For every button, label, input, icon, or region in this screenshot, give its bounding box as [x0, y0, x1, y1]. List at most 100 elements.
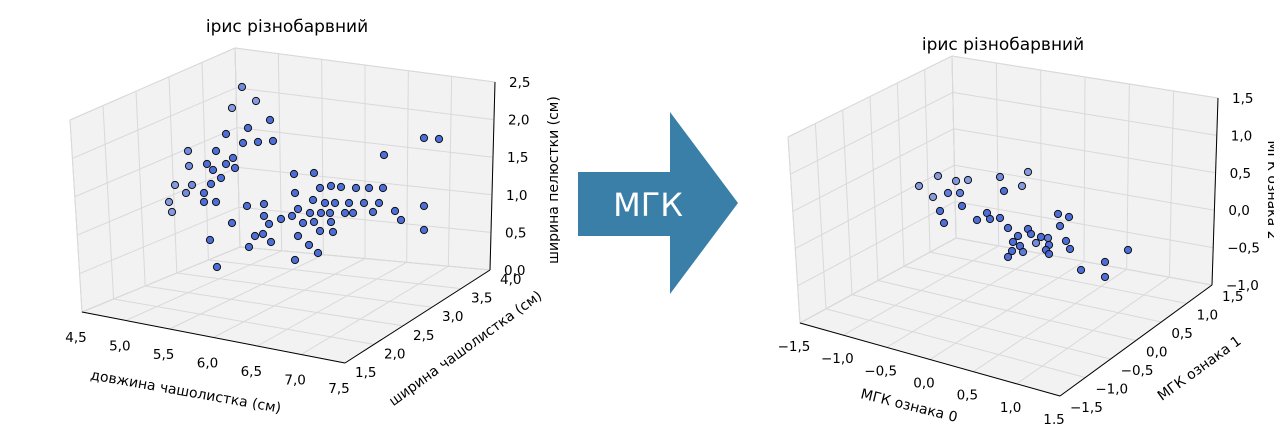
grid-line — [77, 166, 239, 236]
scatter-point — [244, 242, 254, 252]
y-tick-label: 2,5 — [413, 328, 434, 344]
z-tick-label: 0,5 — [1230, 166, 1251, 182]
y-tick-label: 0,0 — [1146, 345, 1167, 361]
scatter-point — [963, 175, 973, 185]
scatter-point — [1076, 265, 1086, 275]
grid-line — [69, 119, 83, 313]
scatter-point — [212, 262, 222, 272]
left-x-axis-line — [81, 311, 346, 364]
grid-line — [406, 70, 409, 263]
y-tick-label: 3,0 — [442, 309, 463, 325]
scatter-point — [287, 211, 297, 221]
left-tick-labels: 4,55,05,56,06,57,07,51,52,02,53,03,54,00… — [65, 75, 530, 397]
grid-line — [236, 127, 494, 158]
scatter-point — [199, 188, 209, 198]
scatter-point — [181, 188, 191, 198]
scatter-point — [290, 188, 300, 198]
scatter-point — [378, 183, 388, 193]
grid-line — [842, 109, 853, 295]
scatter-point — [419, 225, 429, 235]
grid-line — [237, 166, 493, 196]
grid-line — [903, 265, 1162, 323]
scatter-point — [298, 218, 308, 228]
grid-line — [851, 294, 1111, 360]
y-tick-label: 3,5 — [471, 291, 492, 307]
right-z-axis-line — [1211, 97, 1219, 286]
scatter-point — [221, 159, 231, 169]
scatter-point — [293, 204, 303, 214]
scatter-point — [955, 188, 965, 198]
scatter-point — [943, 188, 953, 198]
scatter-point — [183, 146, 193, 156]
grid-line — [790, 91, 954, 175]
scatter-point — [1003, 252, 1013, 262]
right-3d-scatter-plot: ірис різнобарвний −1,5−1,0−0,50,00,51,01… — [778, 35, 1274, 428]
scatter-point — [289, 169, 299, 179]
x-tick-label: 7,0 — [284, 373, 305, 389]
scatter-point — [313, 248, 323, 258]
grid-line — [929, 251, 1187, 304]
right-z-axis-label: МГК ознака 2 — [1264, 140, 1274, 239]
scatter-point — [951, 176, 961, 186]
grid-line — [787, 136, 801, 324]
scatter-point — [1064, 212, 1074, 222]
scatter-point — [328, 227, 338, 237]
grid-line — [125, 250, 282, 321]
grid-line — [1040, 69, 1042, 254]
scatter-point — [309, 168, 319, 178]
scatter-point — [276, 214, 286, 224]
grid-line — [213, 258, 366, 338]
grid-line — [321, 59, 324, 255]
arrow-shape — [578, 112, 738, 294]
scatter-point — [1023, 167, 1033, 177]
scatter-point — [290, 255, 300, 265]
scatter-point — [1007, 246, 1017, 256]
scatter-point — [340, 208, 350, 218]
y-tick-label: 1,5 — [355, 365, 376, 381]
z-tick-label: 0,0 — [1228, 203, 1249, 219]
scatter-point — [933, 171, 943, 181]
scatter-point — [221, 129, 231, 139]
x-tick-label: 1,5 — [1043, 412, 1064, 424]
scatter-point — [1017, 181, 1027, 191]
scatter-point — [368, 207, 378, 217]
scatter-point — [164, 197, 174, 207]
x-tick-label: −1,0 — [821, 351, 854, 367]
x-tick-label: 7,5 — [328, 381, 349, 397]
scatter-point — [939, 218, 949, 228]
scatter-point — [1003, 223, 1013, 233]
scatter-point — [1053, 209, 1063, 219]
right-chart-panel: ірис різнобарвний −1,5 −1,0 −0,5 0,0 0,5 1,0 1… — [760, 0, 1274, 428]
right-x-axis-label: МГК ознака 0 — [859, 386, 959, 424]
x-tick-label: 6,0 — [197, 356, 218, 372]
left-chart-panel: ірис різнобарвний 4,5 5,0 5,5 6,0 6,5 7,0 7,5 1… — [0, 0, 562, 424]
y-tick-label: 2,0 — [384, 346, 405, 362]
x-tick-label: 0,0 — [913, 376, 934, 392]
scatter-point — [995, 213, 1005, 223]
grid-line — [797, 201, 956, 287]
scatter-point — [199, 197, 209, 207]
scatter-point — [304, 240, 314, 250]
y-tick-label: 1,0 — [1197, 308, 1218, 324]
x-tick-label: −1,5 — [778, 339, 811, 355]
y-tick-label: −1,5 — [1070, 400, 1103, 416]
scatter-point — [187, 180, 197, 190]
scatter-point — [914, 181, 924, 191]
scatter-point — [1008, 237, 1018, 247]
grid-line — [447, 76, 453, 267]
z-tick-label: 1,5 — [507, 150, 528, 166]
scatter-point — [1065, 244, 1075, 254]
right-y-axis-line — [1059, 284, 1213, 397]
scatter-point — [325, 208, 335, 218]
scatter-point — [211, 146, 221, 156]
grid-line — [234, 47, 496, 83]
scatter-point — [1036, 232, 1046, 242]
z-tick-label: 1,0 — [1231, 128, 1252, 144]
right-y-axis-label: МГК ознака 1 — [1155, 333, 1245, 404]
scatter-point — [1100, 257, 1110, 267]
scatter-point — [216, 173, 226, 183]
x-tick-label: 1,0 — [1000, 400, 1021, 416]
scatter-point — [419, 201, 429, 211]
grid-line — [135, 91, 146, 287]
x-tick-label: 5,5 — [153, 347, 174, 363]
